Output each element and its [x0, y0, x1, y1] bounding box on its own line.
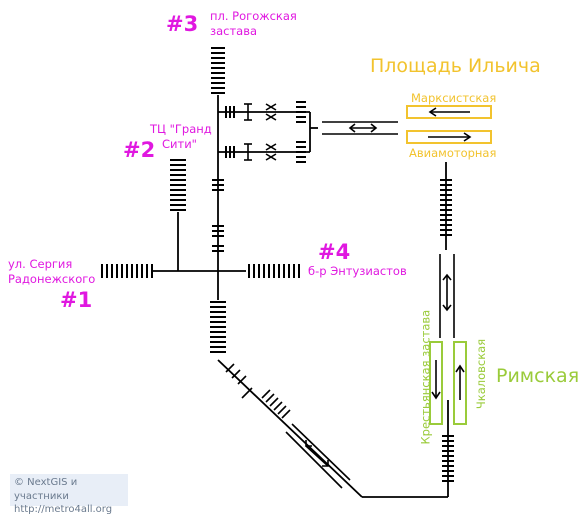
lower-trunk-stairs: [210, 301, 226, 353]
exit4-stairs: [248, 264, 300, 278]
diagonal-path: [217, 359, 363, 498]
platform-chkalovskaya-label: Чкаловская: [474, 338, 488, 410]
station-ilyicha-title: Площадь Ильича: [370, 55, 541, 77]
rimskaya-stairs: [442, 435, 454, 482]
copyright-link[interactable]: http://metro4all.org: [14, 504, 113, 515]
platform-marksistskaya: [406, 105, 492, 119]
diagonal-stairs: [225, 363, 291, 419]
platform-aviamotornaya: [406, 130, 492, 144]
platform-marksistskaya-label: Марксистская: [411, 91, 497, 105]
ilyicha-transfer-walkway: [322, 121, 398, 135]
exit1-label-line2: Радонежского: [8, 272, 96, 286]
exit4-number: #4: [318, 240, 351, 264]
platform-aviamotornaya-label: Авиамоторная: [409, 146, 497, 160]
exit2-label-line1: ТЦ "Гранд: [150, 122, 212, 136]
upper-branch-stairs: [225, 101, 306, 123]
exit3-label-line1: пл. Рогожская: [210, 9, 297, 23]
copyright-line1: © NextGIS и участники: [14, 477, 78, 502]
station-rimskaya-title: Римская: [496, 365, 580, 387]
exit1-stairs: [101, 264, 153, 278]
turnstiles: [244, 103, 277, 161]
exit1-label-line1: ул. Сергия: [8, 257, 73, 271]
exit4-label: б-р Энтузиастов: [308, 264, 407, 278]
exit3-number: #3: [166, 12, 199, 36]
exit1-number: #1: [60, 288, 93, 312]
platform-krestyanskaya-label: Крестьянская застава: [418, 309, 433, 445]
ilyicha-link-stairs: [440, 179, 452, 236]
exit2-label-line2: Сити": [162, 137, 197, 151]
platform-chkalovskaya: [453, 341, 467, 425]
diagonal-walkway: [285, 423, 351, 489]
rimskaya-link-walkway: [439, 254, 455, 338]
copyright-box: © NextGIS и участники http://metro4all.o…: [10, 474, 128, 515]
exit3-stairs: [211, 47, 225, 94]
exit2-number: #2: [123, 138, 156, 162]
platform-krestyanskaya: [429, 341, 443, 425]
exit2-stairs: [170, 159, 186, 211]
lower-branch-stairs: [225, 141, 306, 163]
exit3-label-line2: застава: [210, 24, 258, 38]
trunk-stairs: [212, 179, 224, 252]
